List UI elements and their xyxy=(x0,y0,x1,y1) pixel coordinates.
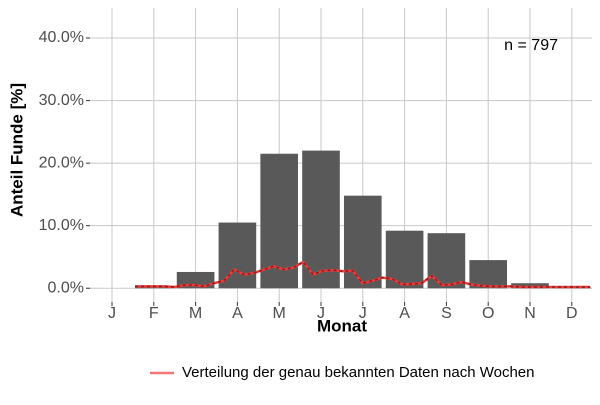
x-tick-label: S xyxy=(441,305,452,322)
x-tick-label: J xyxy=(317,305,325,322)
y-tick-label: 30.0% xyxy=(39,92,84,109)
x-tick-label: J xyxy=(108,305,116,322)
x-tick-label: M xyxy=(273,305,286,322)
x-tick-label: M xyxy=(189,305,202,322)
bar xyxy=(218,222,257,289)
x-tick-label: A xyxy=(232,305,243,322)
x-tick-label: D xyxy=(566,305,578,322)
x-tick-label: N xyxy=(524,305,536,322)
x-axis-title: Monat xyxy=(317,316,367,335)
bar xyxy=(427,233,466,289)
x-tick-label: F xyxy=(149,305,159,322)
line-series xyxy=(135,260,590,289)
bar xyxy=(343,195,382,289)
legend-label: Verteilung der genau bekannten Daten nac… xyxy=(182,364,535,381)
y-tick-label: 40.0% xyxy=(39,29,84,46)
y-tick-label: 10.0% xyxy=(39,217,84,234)
bar xyxy=(302,150,340,289)
bar xyxy=(260,153,299,289)
x-tick-label: J xyxy=(359,305,367,322)
bar xyxy=(469,260,508,289)
x-tick-label: A xyxy=(399,305,410,322)
annotation: n = 797 xyxy=(504,37,558,54)
y-axis-title: Anteil Funde [%] xyxy=(7,83,26,217)
x-tick-label: O xyxy=(482,305,494,322)
bar xyxy=(511,283,549,289)
y-tick-label: 20.0% xyxy=(39,154,84,171)
y-tick-label: 0.0% xyxy=(48,279,84,296)
